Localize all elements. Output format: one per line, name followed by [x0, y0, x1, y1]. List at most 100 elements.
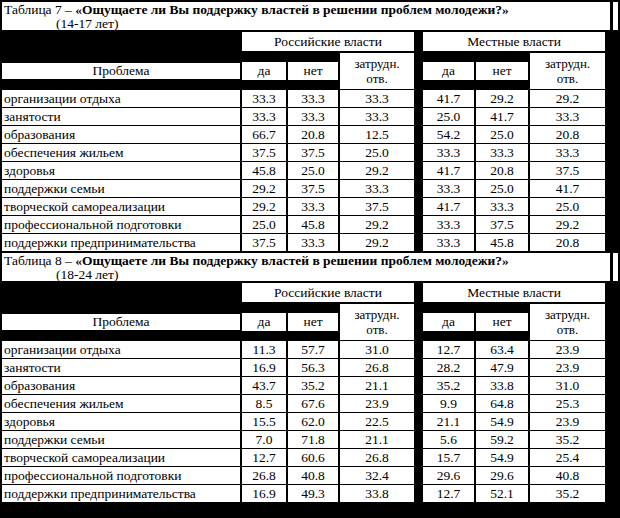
col-group-local: Местные власти [423, 283, 605, 302]
cell-value: 47.9 [476, 359, 528, 376]
cell-value: 29.2 [340, 216, 414, 233]
cell-value: 23.9 [530, 341, 605, 358]
header-problem-cell: Проблема [2, 53, 240, 89]
column-gap [416, 467, 421, 484]
cell-value: 33.3 [340, 90, 414, 107]
cell-value: 43.7 [242, 377, 286, 394]
column-gap [416, 341, 421, 358]
column-gap [416, 283, 421, 302]
caption-title: «Ощущаете ли Вы поддержку властей в реше… [75, 253, 508, 268]
cell-value: 23.9 [530, 413, 605, 430]
caption-line: Таблица 7 – «Ощущаете ли Вы поддержку вл… [4, 3, 618, 17]
row-label: организации отдыха [2, 341, 240, 358]
cell-value: 45.8 [242, 162, 286, 179]
cell-value: 33.3 [530, 108, 605, 125]
column-gap [416, 449, 421, 466]
cell-value: 41.7 [476, 108, 528, 125]
cell-value: 40.8 [530, 467, 605, 484]
cell-value: 35.2 [530, 431, 605, 448]
cell-value: 25.3 [530, 395, 605, 412]
column-gap [416, 413, 421, 430]
cell-value: 37.5 [476, 216, 528, 233]
cell-value: 33.3 [340, 180, 414, 197]
table-row: поддержки семьи29.237.533.333.325.041.7 [2, 180, 620, 197]
header-no-russian-cell: нет [288, 53, 338, 89]
cell-value: 41.7 [530, 180, 605, 197]
header-undecided-local: затрудн. отв. [530, 304, 605, 340]
table-row: организации отдыха33.333.333.341.729.229… [2, 90, 620, 107]
cell-value: 60.6 [288, 449, 338, 466]
cell-value: 12.7 [242, 449, 286, 466]
cell-value: 33.3 [423, 234, 474, 251]
cell-value: 15.5 [242, 413, 286, 430]
table-7-caption: Таблица 7 – «Ощущаете ли Вы поддержку вл… [2, 2, 618, 30]
cell-value: 29.2 [340, 162, 414, 179]
cell-value: 33.8 [476, 377, 528, 394]
cell-value: 15.7 [423, 449, 474, 466]
caption-title: «Ощущаете ли Вы поддержку властей в реше… [75, 2, 508, 17]
col-group-russian: Российские власти [242, 283, 414, 302]
table-7-header-subs: Проблема да нет затрудн. отв. да нет зат… [2, 53, 620, 89]
table-row: творческой самореализации12.760.626.815.… [2, 449, 620, 466]
caption-prefix: Таблица 8 – [4, 253, 75, 268]
table-7-body: организации отдыха33.333.333.341.729.229… [2, 90, 620, 251]
cell-value: 16.9 [242, 359, 286, 376]
cell-value: 31.0 [530, 377, 605, 394]
cell-value: 33.3 [423, 180, 474, 197]
col-group-russian: Российские власти [242, 32, 414, 51]
cell-value: 21.1 [423, 413, 474, 430]
table-row: занятости16.956.326.828.247.923.9 [2, 359, 620, 376]
table-row: профессиональной подготовки26.840.832.42… [2, 467, 620, 484]
cell-value: 11.3 [242, 341, 286, 358]
cell-value: 29.2 [242, 198, 286, 215]
header-yes: да [423, 313, 474, 331]
header-undecided-russian: затрудн. отв. [340, 53, 414, 89]
table-row: организации отдыха11.357.731.012.763.423… [2, 341, 620, 358]
caption-line: Таблица 8 – «Ощущаете ли Вы поддержку вл… [4, 254, 618, 268]
cell-value: 37.5 [288, 180, 338, 197]
row-label: образования [2, 126, 240, 143]
row-label: здоровья [2, 162, 240, 179]
header-yes: да [242, 313, 286, 331]
cell-value: 20.8 [476, 162, 528, 179]
col-group-local: Местные власти [423, 32, 605, 51]
cell-value: 33.3 [288, 234, 338, 251]
cell-value: 41.7 [423, 198, 474, 215]
row-label: творческой самореализации [2, 449, 240, 466]
cell-value: 66.7 [242, 126, 286, 143]
cell-value: 35.2 [288, 377, 338, 394]
cell-value: 26.8 [340, 359, 414, 376]
cell-value: 25.0 [476, 180, 528, 197]
cell-value: 33.3 [242, 108, 286, 125]
cell-value: 40.8 [288, 467, 338, 484]
table-row: профессиональной подготовки25.045.829.23… [2, 216, 620, 233]
header-no-local-cell: нет [476, 304, 528, 340]
row-label: обеспечения жильем [2, 144, 240, 161]
cell-value: 33.3 [242, 90, 286, 107]
table-row: здоровья45.825.029.241.720.837.5 [2, 162, 620, 179]
column-gap [416, 485, 421, 502]
cell-value: 32.4 [340, 467, 414, 484]
cell-value: 31.0 [340, 341, 414, 358]
cell-value: 57.7 [288, 341, 338, 358]
header-undecided-local: затрудн. отв. [530, 53, 605, 89]
table-row: обеспечения жильем8.567.623.99.964.825.3 [2, 395, 620, 412]
header-yes: да [423, 62, 474, 80]
cell-value: 22.5 [340, 413, 414, 430]
header-undecided-russian: затрудн. отв. [340, 304, 414, 340]
column-gap [416, 216, 421, 233]
cell-value: 33.3 [476, 144, 528, 161]
cell-value: 56.3 [288, 359, 338, 376]
column-gap [416, 431, 421, 448]
cell-value: 25.0 [530, 198, 605, 215]
cell-value: 28.2 [423, 359, 474, 376]
cell-value: 45.8 [476, 234, 528, 251]
cell-value: 25.0 [242, 216, 286, 233]
cell-value: 35.2 [530, 485, 605, 502]
column-gap [416, 395, 421, 412]
cell-value: 63.4 [476, 341, 528, 358]
table-row: поддержки предпринимательства37.533.329.… [2, 234, 620, 251]
cell-value: 29.6 [423, 467, 474, 484]
cell-value: 29.6 [476, 467, 528, 484]
header-problem: Проблема [2, 314, 240, 330]
